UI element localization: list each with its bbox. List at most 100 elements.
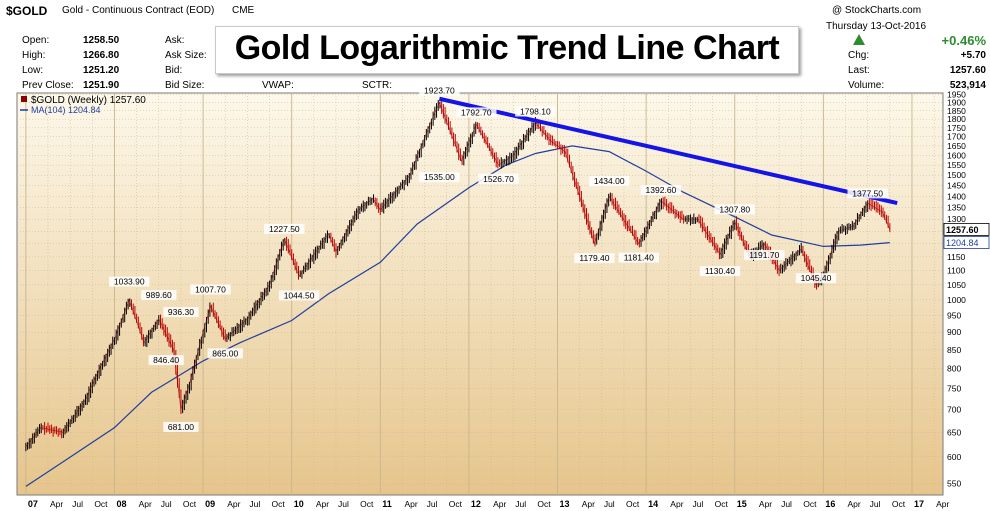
volume-label: Volume:	[848, 80, 885, 91]
annotation-label: 1434.00	[594, 176, 625, 186]
annotation-bg	[744, 249, 785, 260]
annotation-bg	[278, 290, 320, 301]
last-price-tag	[943, 222, 990, 236]
volume-value: 523,914	[949, 80, 986, 91]
x-tick-label: Jul	[781, 499, 792, 509]
exchange-label: CME	[232, 5, 255, 16]
annotation-bg	[141, 290, 177, 301]
annotation-label: 1792.70	[461, 107, 492, 117]
x-tick-label: Oct	[272, 499, 286, 509]
x-tick-label: Oct	[183, 499, 197, 509]
annotation-bg	[456, 107, 497, 118]
x-tick-label: Jul	[870, 499, 881, 509]
ask-size-label: Ask Size:	[165, 50, 207, 61]
annotation-label: 1045.40	[801, 273, 832, 283]
y-tick-label: 1850	[947, 106, 966, 116]
annotation-label: 1179.40	[579, 253, 609, 263]
annotation-label: 1033.90	[114, 277, 145, 287]
prev-close-label: Prev Close:	[22, 80, 74, 91]
y-tick-label: 1600	[947, 150, 966, 160]
annotation-bg	[163, 421, 199, 432]
x-tick-label: 15	[737, 499, 747, 509]
y-tick-label: 600	[947, 452, 961, 462]
chg-value: +5.70	[960, 50, 986, 61]
y-tick-label: 1050	[947, 280, 966, 290]
x-tick-label: Oct	[94, 499, 108, 509]
annotation-bg	[419, 172, 460, 183]
y-tick-label: 1800	[947, 114, 966, 124]
chart-legend: $GOLD (Weekly) 1257.60 MA(104) 1204.84	[20, 95, 146, 115]
annotation-label: 1392.60	[646, 185, 677, 195]
x-tick-label: Apr	[582, 499, 595, 509]
low-value: 1251.20	[83, 65, 120, 76]
annotation-label: 1227.50	[269, 224, 300, 234]
annotation-bg	[714, 204, 755, 215]
legend-price-entry: $GOLD (Weekly) 1257.60	[31, 95, 146, 106]
y-tick-label: 950	[947, 311, 961, 321]
chg-label: Chg:	[848, 50, 870, 61]
up-arrow-icon	[853, 34, 865, 45]
x-tick-label: 17	[914, 499, 924, 509]
x-tick-label: Apr	[848, 499, 861, 509]
bid-size-label: Bid Size:	[165, 80, 205, 91]
x-tick-label: Jul	[161, 499, 172, 509]
annotation-bg	[478, 173, 519, 184]
annotation-label: 1130.40	[705, 266, 735, 276]
price-line	[25, 101, 891, 448]
annotation-bg	[207, 348, 243, 359]
annotation-bg	[109, 276, 150, 287]
annotation-bg	[419, 85, 460, 96]
x-tick-label: Oct	[626, 499, 640, 509]
x-tick-label: 08	[116, 499, 126, 509]
bid-label: Bid:	[165, 65, 183, 76]
overlay-title-box: Gold Logarithmic Trend Line Chart	[215, 26, 799, 74]
price-layer	[25, 99, 891, 452]
annotation-label: 1526.70	[483, 174, 514, 184]
ticker-symbol: $GOLD	[6, 4, 48, 18]
annotation-bg	[190, 284, 231, 295]
y-tick-label: 1000	[947, 295, 966, 305]
annotation-bg	[148, 355, 184, 366]
y-tick-label: 800	[947, 363, 961, 373]
x-tick-label: Jul	[427, 499, 438, 509]
x-tick-label: Jul	[249, 499, 260, 509]
annotation-label: 1007.70	[195, 284, 226, 294]
annotation-label: 865.00	[212, 348, 238, 358]
annotation-label: 846.40	[153, 355, 179, 365]
site-watermark: @ StockCharts.com	[832, 5, 922, 16]
x-tick-label: Oct	[715, 499, 729, 509]
open-label: Open:	[22, 35, 50, 46]
y-tick-label: 1650	[947, 141, 966, 151]
annotation-label: 1181.40	[624, 253, 654, 263]
y-tick-label: 1450	[947, 181, 966, 191]
y-tick-label: 1150	[947, 252, 966, 262]
annotation-bg	[264, 223, 305, 234]
annotation-bg	[795, 273, 837, 284]
annotation-label: 1044.50	[284, 290, 315, 300]
annotation-label: 1377.50	[852, 188, 883, 198]
x-tick-label: Apr	[670, 499, 683, 509]
low-label: Low:	[22, 65, 44, 76]
x-tick-label: Apr	[493, 499, 506, 509]
y-tick-label: 550	[947, 479, 961, 489]
annotation-bg	[847, 188, 888, 199]
annotation-bg	[163, 307, 199, 318]
x-tick-label: Oct	[360, 499, 374, 509]
high-label: High:	[22, 50, 46, 61]
legend-price-swatch	[21, 96, 27, 102]
annotation-bg	[515, 106, 556, 117]
annotation-bg	[589, 176, 630, 187]
legend-ma-entry: MA(104) 1204.84	[31, 105, 101, 115]
change-percent: +0.46%	[941, 33, 986, 48]
ma-value-tag	[943, 236, 990, 249]
y-tick-label: 700	[947, 404, 961, 414]
x-tick-label: Oct	[449, 499, 463, 509]
prev-close-value: 1251.90	[83, 80, 120, 91]
last-label: Last:	[848, 65, 870, 76]
y-tick-label: 1900	[947, 98, 966, 108]
x-tick-label: Apr	[316, 499, 329, 509]
quote-date: Thursday 13-Oct-2016	[826, 21, 927, 32]
